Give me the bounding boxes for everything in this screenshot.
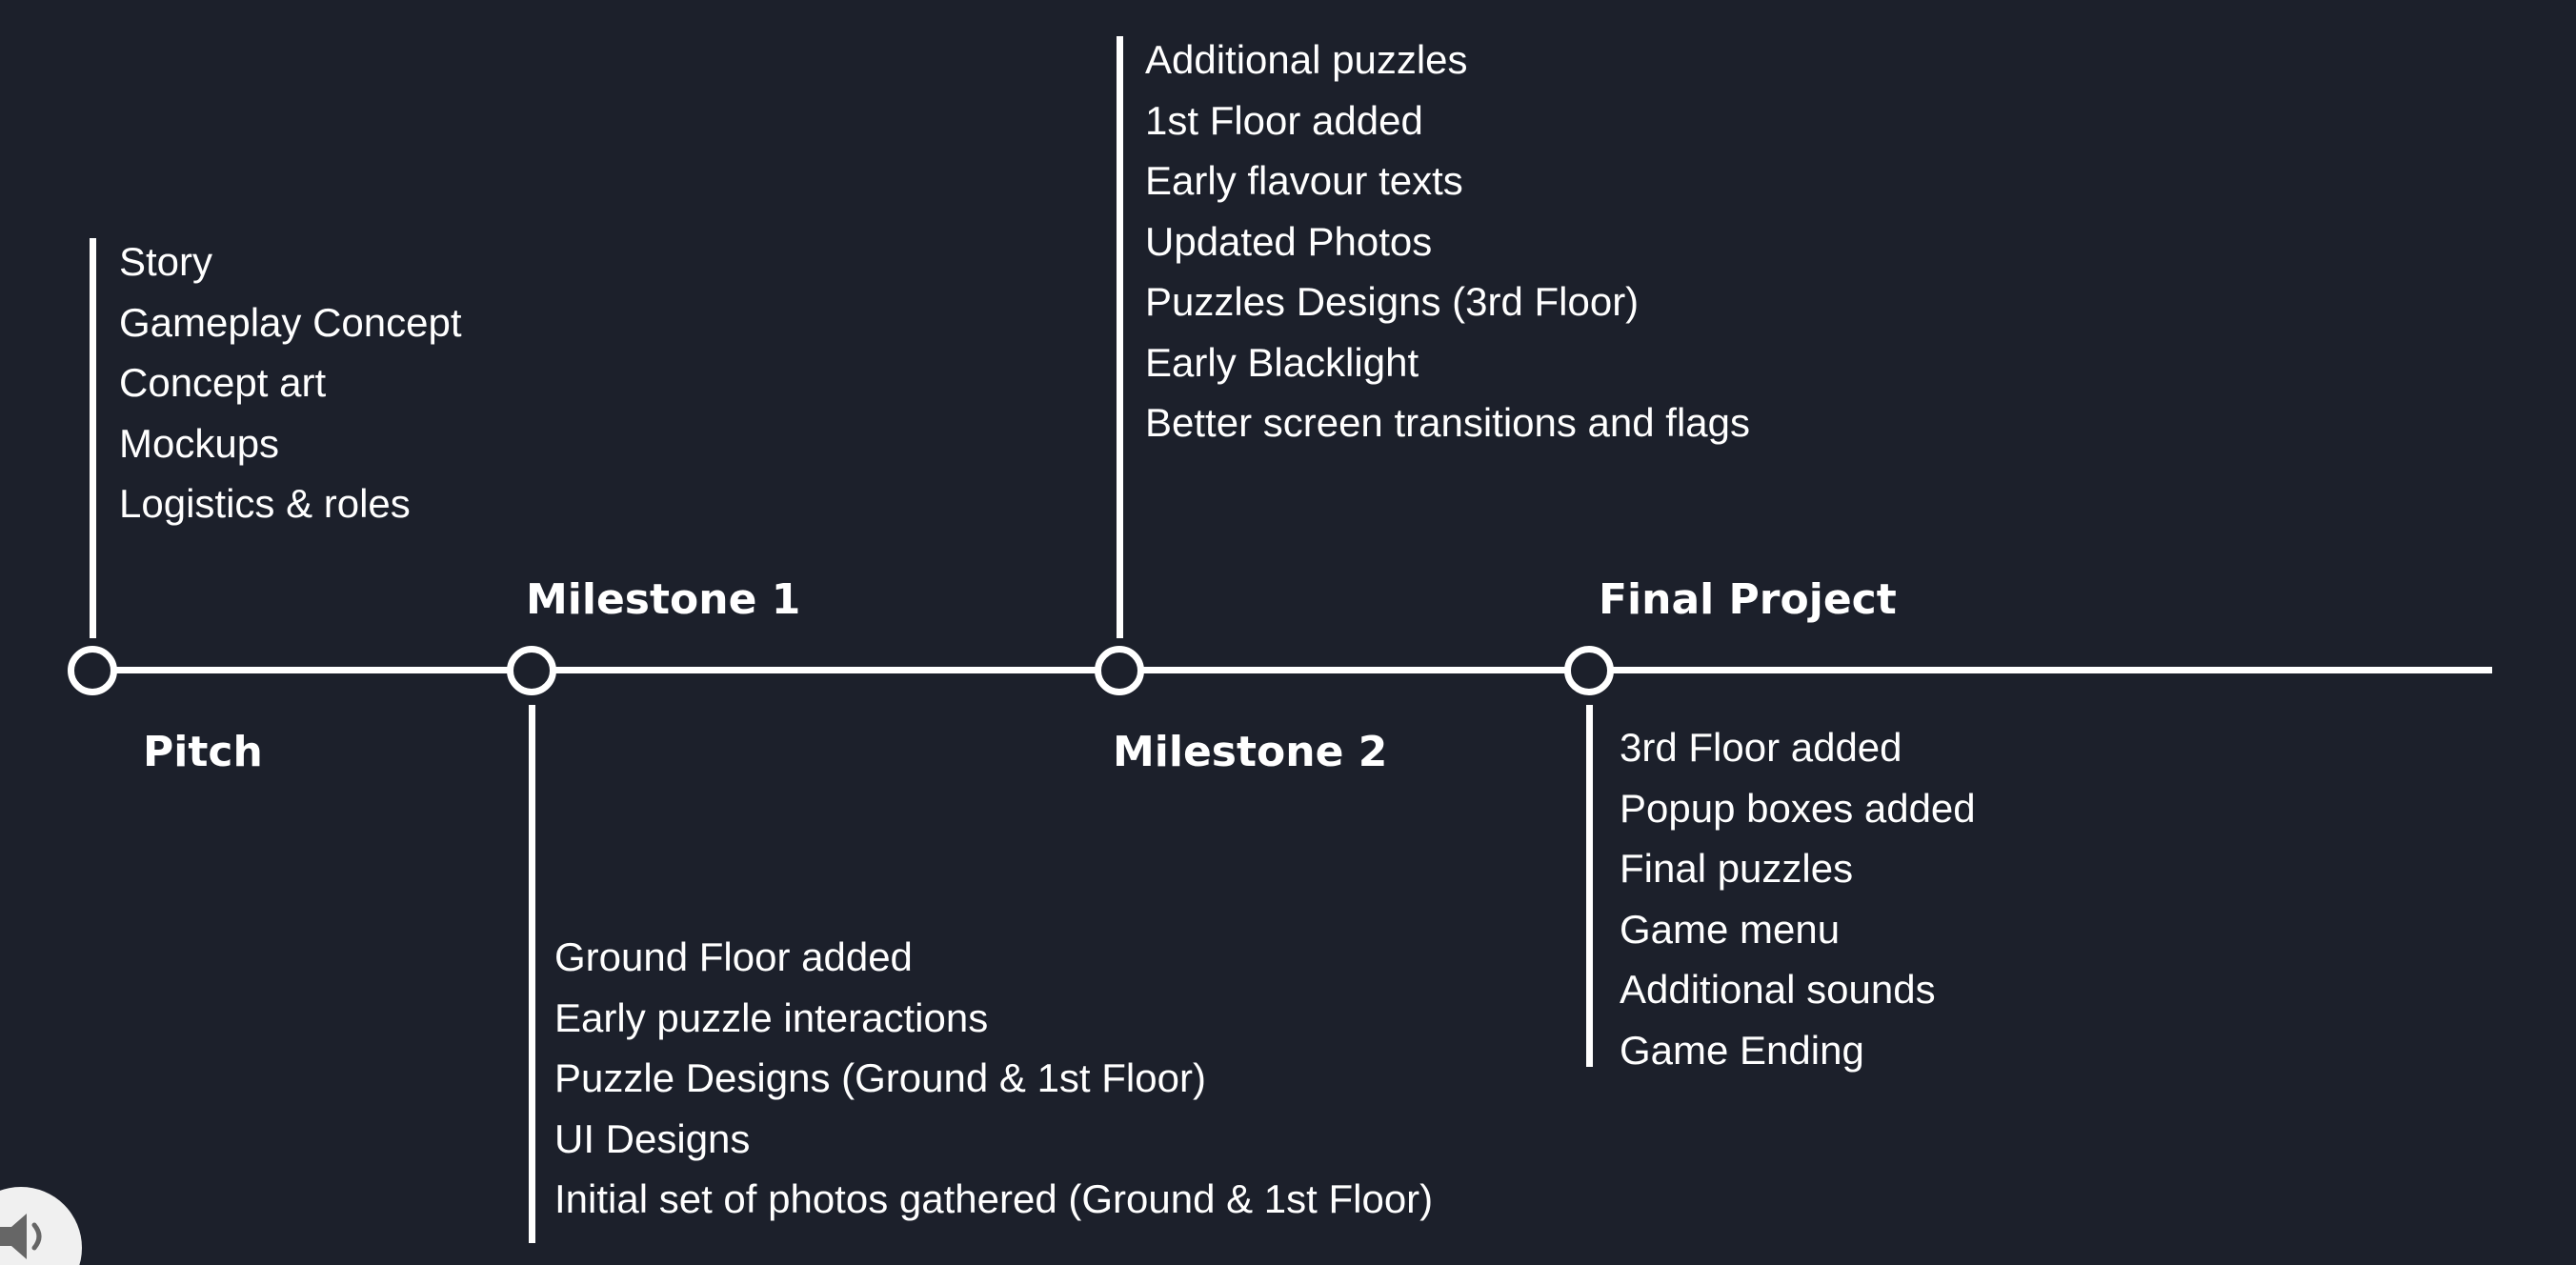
- milestone2-node: [1095, 646, 1144, 695]
- final-items: 3rd Floor added Popup boxes added Final …: [1620, 717, 1976, 1080]
- list-item: 3rd Floor added: [1620, 725, 1902, 770]
- milestone1-connector: [529, 705, 535, 1243]
- list-item: Story: [119, 239, 213, 284]
- pitch-title: Pitch: [143, 728, 263, 776]
- list-item: UI Designs: [554, 1115, 751, 1161]
- timeline-axis: [91, 667, 2492, 673]
- milestone1-items: Ground Floor added Early puzzle interact…: [554, 927, 1433, 1230]
- pitch-connector: [90, 238, 96, 638]
- pitch-node: [68, 646, 117, 695]
- speaker-icon: [0, 1214, 42, 1259]
- list-item: Early flavour texts: [1145, 158, 1463, 203]
- list-item: Final puzzles: [1620, 846, 1854, 891]
- list-item: Logistics & roles: [119, 481, 411, 526]
- final-node: [1564, 646, 1614, 695]
- list-item: Gameplay Concept: [119, 299, 462, 345]
- list-item: Popup boxes added: [1620, 785, 1976, 831]
- milestone2-title: Milestone 2: [1113, 728, 1388, 776]
- list-item: Initial set of photos gathered (Ground &…: [554, 1176, 1434, 1221]
- audio-button[interactable]: [0, 1187, 82, 1265]
- pitch-items: Story Gameplay Concept Concept art Mocku…: [119, 231, 462, 534]
- milestone1-node: [507, 646, 556, 695]
- final-connector: [1586, 705, 1593, 1067]
- list-item: Additional puzzles: [1145, 37, 1468, 82]
- list-item: Puzzles Designs (3rd Floor): [1145, 279, 1640, 324]
- list-item: Ground Floor added: [554, 934, 913, 979]
- milestone2-items: Additional puzzles 1st Floor added Early…: [1145, 30, 1750, 453]
- milestone2-connector: [1117, 36, 1123, 638]
- list-item: Game menu: [1620, 906, 1841, 952]
- list-item: Game Ending: [1620, 1027, 1864, 1073]
- list-item: Updated Photos: [1145, 218, 1433, 264]
- final-title: Final Project: [1599, 575, 1897, 624]
- list-item: Puzzle Designs (Ground & 1st Floor): [554, 1055, 1206, 1100]
- list-item: 1st Floor added: [1145, 97, 1423, 143]
- list-item: Mockups: [119, 420, 280, 466]
- list-item: Better screen transitions and flags: [1145, 400, 1751, 445]
- list-item: Early Blacklight: [1145, 339, 1419, 385]
- milestone1-title: Milestone 1: [526, 575, 801, 624]
- list-item: Early puzzle interactions: [554, 994, 989, 1040]
- list-item: Additional sounds: [1620, 967, 1936, 1012]
- list-item: Concept art: [119, 360, 327, 405]
